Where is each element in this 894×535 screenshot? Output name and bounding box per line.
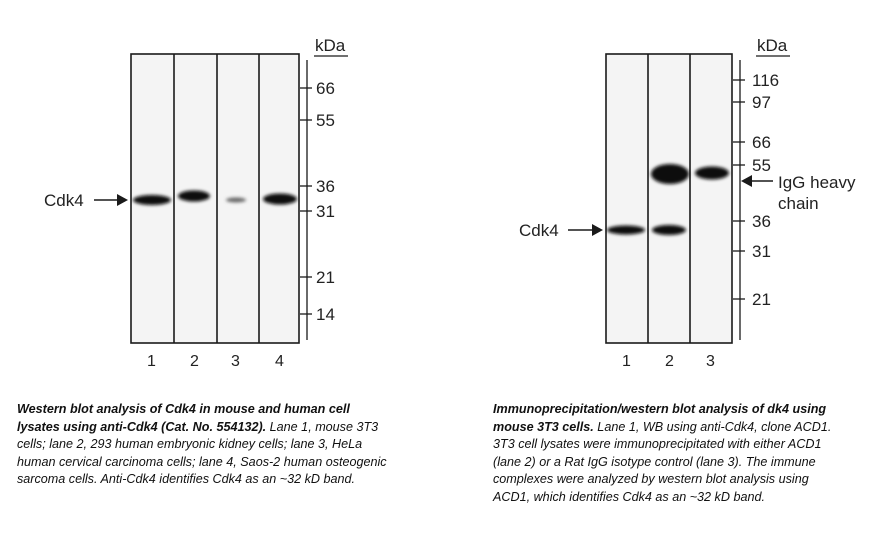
right-igg-label-line1: IgG heavy xyxy=(778,173,856,192)
left-mw-marker: 36 xyxy=(316,177,335,196)
right-band-lane-2-cdk4 xyxy=(652,225,686,235)
left-kda-label: kDa xyxy=(315,36,346,55)
right-mw-marker: 66 xyxy=(752,133,771,152)
left-cdk4-label: Cdk4 xyxy=(44,191,84,210)
left-blot-figure: kDa 66 55 36 31 21 14 Cdk4 1 2 3 4 xyxy=(0,0,420,390)
right-blot-graphic xyxy=(568,53,790,344)
right-mw-marker: 97 xyxy=(752,93,771,112)
left-lane-label: 2 xyxy=(190,353,199,370)
right-caption-title: Immunoprecipitation/western blot analysi… xyxy=(493,402,827,434)
right-mw-marker: 36 xyxy=(752,212,771,231)
right-figure-caption: Immunoprecipitation/western blot analysi… xyxy=(493,401,843,507)
right-mw-marker: 116 xyxy=(752,71,780,90)
left-band-lane-1 xyxy=(133,195,171,205)
left-lane-label: 3 xyxy=(231,353,240,370)
right-lane-label: 2 xyxy=(665,353,674,370)
right-mw-marker: 21 xyxy=(752,290,771,309)
left-lane-label: 1 xyxy=(147,353,156,370)
left-blot-graphic xyxy=(94,53,348,344)
left-figure-caption: Western blot analysis of Cdk4 in mouse a… xyxy=(17,401,389,489)
left-caption-title: Western blot analysis of Cdk4 in mouse a… xyxy=(17,402,350,434)
right-blot-figure: kDa 116 97 66 55 36 31 21 Cdk4 IgG heavy… xyxy=(519,36,856,370)
right-kda-label: kDa xyxy=(757,36,788,55)
right-lane-label: 1 xyxy=(622,353,631,370)
left-mw-marker: 31 xyxy=(316,202,335,221)
right-mw-marker: 55 xyxy=(752,156,771,175)
right-band-lane-3-igg xyxy=(695,166,729,180)
left-mw-marker: 21 xyxy=(316,268,335,287)
left-band-lane-4 xyxy=(263,193,297,205)
left-band-lane-3 xyxy=(226,197,246,203)
left-mw-marker: 14 xyxy=(316,305,335,324)
right-mw-marker: 31 xyxy=(752,242,771,261)
left-lane-label: 4 xyxy=(275,353,284,370)
right-igg-label-line2: chain xyxy=(778,194,819,213)
left-band-lane-2 xyxy=(178,190,210,202)
left-mw-marker: 66 xyxy=(316,79,335,98)
right-band-lane-1 xyxy=(607,225,645,235)
right-lane-label: 3 xyxy=(706,353,715,370)
left-mw-marker: 55 xyxy=(316,111,335,130)
right-band-lane-2-igg xyxy=(651,164,689,184)
left-caption-body: Lane 1, mouse 3T3 cells; lane 2, 293 hum… xyxy=(17,419,387,487)
right-cdk4-label: Cdk4 xyxy=(519,221,559,240)
right-caption-body: Lane 1, WB using anti-Cdk4, clone ACD1. … xyxy=(493,419,832,504)
right-blot-lanes xyxy=(605,53,733,344)
